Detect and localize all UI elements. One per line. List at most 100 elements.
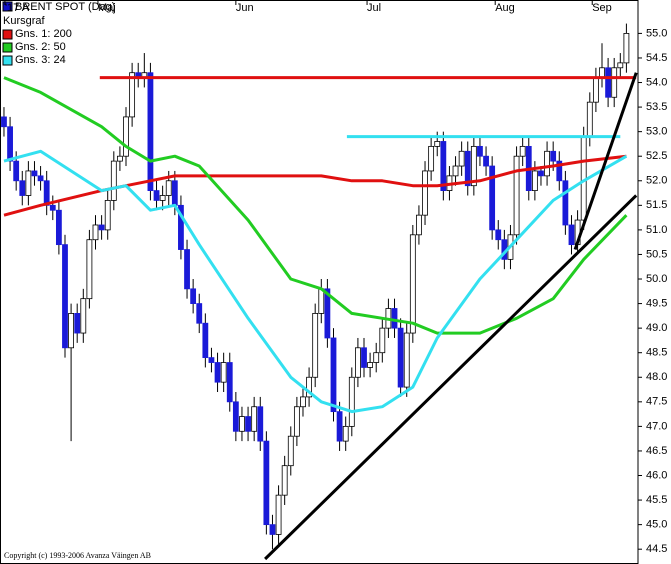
candle-body — [379, 327, 386, 354]
y-tick-label: 45.5 — [646, 494, 667, 506]
candle-body — [391, 308, 398, 329]
y-tick-label: 51.0 — [646, 224, 667, 236]
legend-swatch — [2, 42, 13, 53]
y-tick-label: 52.0 — [646, 175, 667, 187]
y-tick-label: 50.0 — [646, 273, 667, 285]
candle-body — [464, 150, 471, 187]
candle-body — [281, 465, 288, 496]
legend-label: Gns. 1: 200 — [15, 28, 72, 40]
legend-swatch — [2, 29, 13, 40]
candle-body — [208, 357, 215, 363]
candle-body — [13, 160, 20, 182]
candle-body — [611, 67, 618, 98]
y-tick-label: 44.5 — [646, 543, 667, 555]
candle-body — [92, 224, 99, 241]
x-tick-label: Jul — [367, 2, 381, 14]
copyright: Copyright (c) 1993-2006 Avanza Väingen A… — [4, 551, 151, 560]
candle-body — [605, 67, 611, 98]
candle-body — [519, 145, 526, 157]
moving-average — [3, 76, 628, 335]
candle-body — [214, 362, 221, 383]
y-tick-label: 47.0 — [646, 420, 667, 432]
candle-body — [306, 376, 312, 398]
legend-swatch — [2, 1, 13, 12]
plot-frame — [0, 0, 639, 564]
legend-swatch — [2, 55, 13, 66]
y-tick-label: 53.5 — [646, 101, 667, 113]
candle-body — [275, 494, 282, 535]
x-tick-label: Aug — [495, 2, 515, 14]
candle-body — [245, 416, 251, 432]
candle-body — [68, 313, 74, 349]
candle-body — [123, 116, 129, 157]
y-tick-label: 55.0 — [646, 27, 667, 39]
candle-body — [373, 352, 380, 363]
candle-body — [470, 145, 477, 187]
y-tick-label: 54.5 — [646, 52, 667, 64]
y-tick-label: 45.0 — [646, 519, 667, 531]
x-tick-label: '17 A — [5, 2, 30, 14]
candle-body — [62, 244, 68, 349]
candle-body — [31, 170, 38, 177]
candle-body — [202, 322, 209, 359]
candle-body — [147, 72, 154, 191]
candle-body — [129, 72, 136, 118]
candle-body — [403, 332, 410, 388]
candle-body — [367, 362, 374, 368]
candle-body — [159, 195, 166, 201]
candle-body — [287, 435, 294, 467]
y-tick-label: 46.0 — [646, 469, 667, 481]
y-tick-label: 48.0 — [646, 371, 667, 383]
y-tick-label: 48.5 — [646, 347, 667, 359]
candle-body — [25, 170, 32, 196]
candle-body — [269, 524, 276, 535]
y-tick-label: 49.0 — [646, 322, 667, 334]
y-tick-label: 46.5 — [646, 445, 667, 457]
x-tick-label: Maj — [98, 2, 116, 14]
candle-body — [544, 150, 550, 177]
candle-body — [318, 288, 325, 314]
candle-body — [355, 347, 361, 378]
candle-body — [434, 141, 441, 147]
candle-body — [361, 347, 367, 368]
candle-body — [556, 160, 563, 182]
candle-body — [312, 313, 319, 378]
candle-body — [495, 229, 502, 241]
candle-body — [232, 401, 239, 432]
legend-label: Gns. 2: 50 — [15, 41, 66, 53]
candle-body — [422, 170, 428, 216]
candle-body — [49, 204, 56, 211]
legend-label: Kursgraf — [3, 15, 46, 27]
candle-body — [324, 288, 331, 339]
candle-body — [19, 180, 26, 196]
candle-body — [477, 145, 483, 157]
candle-body — [190, 288, 197, 304]
candle-body — [531, 170, 538, 191]
x-tick-label: Sep — [592, 2, 612, 14]
candle-body — [416, 214, 422, 236]
y-tick-label: 51.5 — [646, 199, 667, 211]
candle-body — [409, 234, 416, 334]
candle-body — [43, 180, 50, 206]
candle-body — [178, 204, 184, 250]
candle-body — [617, 62, 624, 69]
candle-body — [37, 175, 44, 182]
candle-body — [7, 126, 13, 162]
candle-body — [489, 165, 496, 231]
candle-body — [251, 406, 258, 432]
candle-body — [440, 141, 447, 191]
candle-body — [117, 155, 123, 162]
candle-body — [1, 116, 7, 128]
candle-body — [86, 239, 93, 300]
candle-body — [623, 33, 630, 64]
candle-body — [513, 155, 520, 236]
drawn-line — [573, 72, 638, 250]
moving-average — [3, 149, 628, 414]
candle-body — [257, 406, 264, 442]
y-tick-label: 49.5 — [646, 297, 667, 309]
candle-body — [562, 180, 569, 226]
candle-body — [348, 376, 355, 427]
x-tick-label: Jun — [236, 2, 254, 14]
